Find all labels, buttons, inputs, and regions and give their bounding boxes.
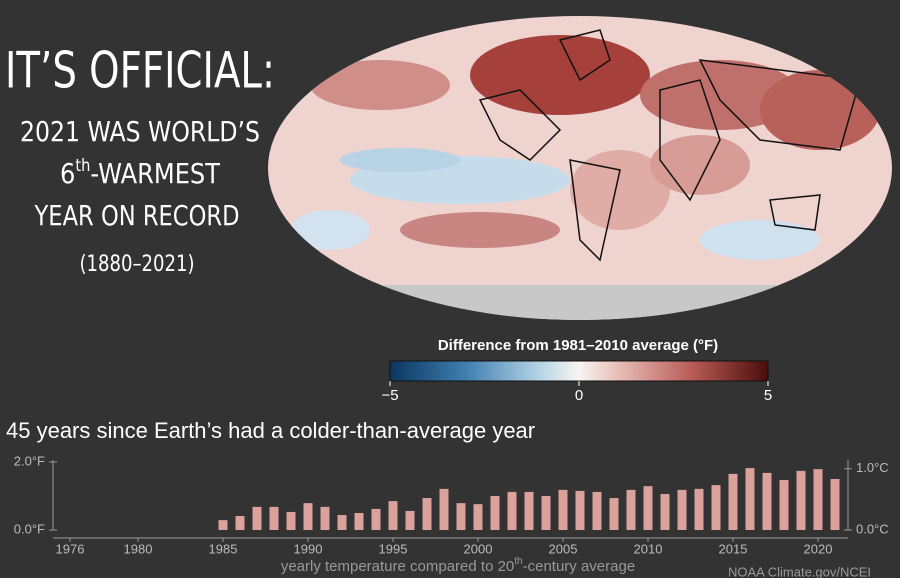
headline-line: IT’S OFFICIAL: [5,42,275,100]
bar [524,491,534,530]
x-tick-label: 1990 [294,541,323,556]
bar [677,489,687,530]
y-tick-label: 2.0°F [14,453,45,468]
x-tick-label: 2010 [634,541,663,556]
bar [728,473,738,530]
bar [337,515,347,530]
bar [592,491,602,530]
bar [745,468,755,530]
x-tick-label: 1976 [56,541,85,556]
bar [609,498,619,530]
bar [354,513,364,530]
bar [422,498,432,530]
bar [320,506,330,530]
x-tick-label: 1995 [379,541,408,556]
bar [660,493,670,530]
colorbar-tick-label: 5 [764,387,772,404]
bar [541,496,551,530]
bar [762,472,772,530]
x-axis-label-part: yearly temperature compared to 20 [281,558,514,575]
bar [796,470,806,530]
headline-line: 2021 WAS WORLD’S [20,115,260,148]
bar [830,479,840,530]
y-tick-label: 0.0°F [14,521,45,536]
bar [694,488,704,530]
x-tick-label: 2015 [719,541,748,556]
chart-title: 45 years since Earth’s had a colder-than… [6,418,535,443]
colorbar-tick-label: 0 [575,387,583,404]
headline-part: -WARMEST [90,157,220,190]
bar [643,486,653,530]
bar [779,480,789,530]
headline-line: (1880–2021) [80,252,195,277]
bar [218,520,228,530]
bar [371,508,381,530]
x-tick-label: 1980 [124,541,153,556]
bar [507,491,517,530]
bar [252,506,262,530]
bar [439,488,449,530]
bar [558,489,568,530]
bar [456,503,466,530]
credit: NOAA Climate.gov/NCEI [728,564,871,578]
bar [388,501,398,530]
bar [711,485,721,530]
x-tick-label: 1985 [209,541,238,556]
bar [473,504,483,530]
colorbar-tick-label: −5 [381,387,398,404]
colorbar-ticks: −5 0 5 [381,381,772,404]
bar-chart: 0.0°F 2.0°F 0.0°C 1.0°C 1976 1980 1985 1990 1995… [14,453,889,556]
bar [490,496,500,530]
colorbar-title: Difference from 1981–2010 average (°F) [438,337,718,354]
headline-part: th [75,156,90,176]
bar [235,516,245,530]
bar [626,489,636,530]
colorbar [389,360,769,382]
headline-part: 6 [60,157,75,190]
x-axis-label-part: -century average [523,558,636,575]
headline-line: YEAR ON RECORD [34,199,240,232]
bar [286,511,296,530]
x-tick-label: 2005 [549,541,578,556]
bar [813,469,823,530]
bar [269,506,279,530]
y2-tick-label: 0.0°C [856,521,889,536]
bar [575,490,585,530]
x-axis-label: yearly temperature compared to 20th-cent… [281,556,635,575]
headline-line: 6th-WARMEST [60,156,221,190]
headline: IT’S OFFICIAL: 2021 WAS WORLD’S 6th-WARM… [5,42,275,278]
bar [405,510,415,530]
y2-tick-label: 1.0°C [856,460,889,475]
x-axis-label-part: th [514,556,522,567]
x-tick-label: 2020 [804,541,833,556]
bar [303,503,313,530]
map [268,16,892,320]
x-tick-label: 2000 [464,541,493,556]
